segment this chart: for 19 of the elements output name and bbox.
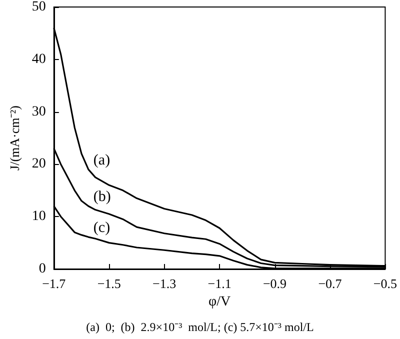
y-tick-label: 20 bbox=[32, 156, 46, 172]
y-tick-label: 0 bbox=[38, 262, 46, 276]
x-tick-label: −1.7 bbox=[42, 276, 66, 291]
x-tick-label: −0.7 bbox=[318, 276, 342, 291]
y-tick-label: 30 bbox=[32, 104, 46, 120]
series-label: (c) bbox=[93, 220, 110, 236]
x-tick-label: −0.9 bbox=[262, 276, 287, 291]
text: (a) 0; (b) 2.9×10⁻³ mol/L; (c) 5.7×10⁻³ mol/L bbox=[86, 320, 314, 334]
x-axis-title: φ/V bbox=[208, 294, 231, 310]
x-tick-label: −1.3 bbox=[152, 276, 176, 291]
x-tick-label: −1.5 bbox=[97, 276, 121, 291]
y-tick-label: 10 bbox=[32, 209, 46, 224]
series-label: (a) bbox=[93, 152, 110, 168]
x-tick-label: −1.1 bbox=[208, 276, 232, 291]
y-axis-title: J/(mA·cm⁻²) bbox=[7, 106, 22, 170]
series-label: (b) bbox=[93, 189, 111, 206]
y-tick-label: 40 bbox=[32, 52, 46, 67]
x-tick-label: −0.5 bbox=[373, 276, 398, 291]
y-tick-label: 50 bbox=[32, 0, 46, 14]
